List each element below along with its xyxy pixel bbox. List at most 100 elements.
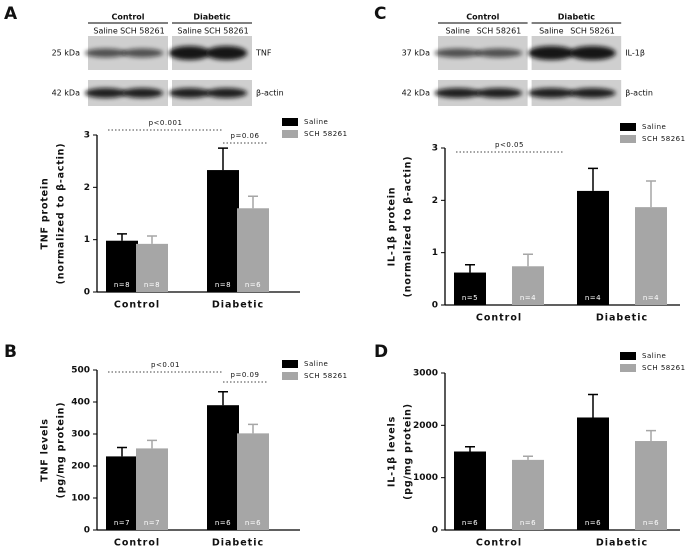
error-bar: [147, 439, 157, 449]
significance-label: p=0.09: [231, 371, 260, 379]
y-tick-label: 500: [71, 366, 90, 376]
error-bar: [465, 446, 475, 452]
legend-label: Saline: [642, 123, 666, 131]
y-axis-label: (normalized to β-actin): [403, 156, 414, 298]
y-tick-label: 200: [71, 462, 90, 472]
n-label: n=8: [144, 281, 160, 289]
bar: [512, 459, 544, 530]
n-label: n=4: [643, 294, 659, 302]
error-bar: [588, 393, 598, 418]
legend-swatch: [282, 118, 298, 126]
n-label: n=7: [114, 519, 130, 527]
y-tick-label: 3: [84, 131, 90, 141]
error-bar: [646, 429, 656, 442]
y-tick-label: 100: [71, 494, 90, 504]
bar: [237, 208, 269, 292]
blot-lane-label: Saline: [93, 27, 117, 36]
legend-label: SCH 58261: [642, 135, 685, 143]
error-bar: [523, 253, 533, 267]
panel-letter: D: [374, 342, 388, 362]
blot-band: [205, 46, 248, 60]
n-label: n=6: [245, 519, 261, 527]
error-bar: [646, 180, 656, 208]
blot-group-label: Control: [111, 13, 144, 22]
y-tick-label: 2: [84, 183, 90, 193]
blot-band: [84, 48, 127, 58]
x-tick-label: Diabetic: [596, 313, 648, 324]
bar: [136, 448, 168, 530]
y-axis-label: TNF protein: [40, 177, 51, 249]
y-tick-label: 300: [71, 430, 90, 440]
blot-lane-label: SCH 58261: [204, 27, 249, 36]
blot-band: [475, 88, 523, 98]
x-tick-label: Diabetic: [212, 300, 264, 311]
error-bar: [147, 235, 157, 244]
bar: [635, 207, 667, 305]
blot-kda-label: 37 kDa: [402, 49, 431, 58]
x-tick-label: Control: [476, 538, 522, 549]
blot-kda-label: 42 kDa: [402, 89, 431, 98]
n-label: n=6: [245, 281, 261, 289]
n-label: n=7: [144, 519, 160, 527]
error-bar: [117, 446, 127, 457]
x-tick-label: Control: [114, 538, 160, 549]
x-tick-label: Diabetic: [212, 538, 264, 549]
blot-band: [569, 88, 616, 98]
blot-band: [434, 48, 482, 58]
bar: [454, 272, 486, 305]
error-bar: [117, 233, 127, 241]
bar: [577, 417, 609, 530]
n-label: n=6: [585, 519, 601, 527]
error-bar: [218, 147, 228, 171]
n-label: n=6: [215, 519, 231, 527]
blot-group-label: Diabetic: [558, 13, 596, 22]
blot-lane-label: Saline: [539, 27, 563, 36]
n-label: n=8: [215, 281, 231, 289]
bar: [237, 433, 269, 530]
y-tick-label: 2: [432, 196, 438, 206]
blot-band: [205, 88, 248, 98]
legend-swatch: [620, 135, 636, 143]
legend-label: SCH 58261: [642, 364, 685, 372]
bar: [106, 456, 138, 530]
blot-lane-label: SCH 58261: [570, 27, 615, 36]
significance-label: p<0.05: [495, 141, 524, 149]
y-axis-label: (normalized to β-actin): [56, 143, 67, 285]
blot-protein-label: IL-1β: [625, 49, 645, 58]
n-label: n=6: [462, 519, 478, 527]
n-label: n=4: [585, 294, 601, 302]
bar: [577, 190, 609, 305]
y-axis-label: IL-1β levels: [387, 416, 398, 487]
y-tick-label: 1: [84, 235, 90, 245]
panel-letter: C: [374, 4, 386, 24]
x-tick-label: Control: [476, 313, 522, 324]
blot-lane-label: Saline: [446, 27, 470, 36]
legend-label: Saline: [304, 360, 328, 368]
y-tick-label: 400: [71, 398, 90, 408]
n-label: n=6: [643, 519, 659, 527]
blot-lane-label: Saline: [177, 27, 201, 36]
bar: [106, 240, 138, 292]
blot-protein-label: β-actin: [625, 89, 653, 98]
blot-lane-label: SCH 58261: [477, 27, 522, 36]
y-tick-label: 0: [432, 301, 438, 311]
n-label: n=5: [462, 294, 478, 302]
panel-letter: B: [4, 342, 17, 362]
significance-label: p<0.01: [151, 361, 180, 369]
blot-kda-label: 25 kDa: [52, 49, 81, 58]
error-bar: [248, 195, 258, 209]
bar: [207, 405, 239, 530]
blot-band: [434, 88, 482, 98]
bar: [454, 451, 486, 530]
blot-band: [569, 46, 616, 60]
legend-swatch: [620, 123, 636, 131]
blot-band: [528, 46, 575, 60]
error-bar: [465, 263, 475, 273]
error-bar: [218, 391, 228, 406]
legend-swatch: [282, 372, 298, 380]
legend-label: SCH 58261: [304, 130, 348, 138]
y-axis-label: IL-1β protein: [387, 187, 398, 267]
y-tick-label: 3000: [413, 369, 438, 379]
bar: [136, 243, 168, 292]
